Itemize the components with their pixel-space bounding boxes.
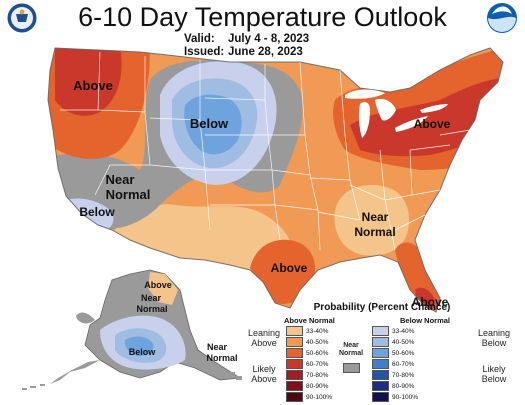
legend-below-row: 80-90%: [372, 381, 414, 391]
legend-leaning-below: Leaning Below: [474, 328, 514, 348]
label-southeast-near: Near: [362, 210, 389, 224]
label-northeast: Above: [414, 117, 451, 131]
legend-above-label: 33-40%: [306, 327, 329, 335]
likely-above-line2: Above: [251, 374, 277, 384]
legend-above-row: 60-70%: [286, 359, 328, 369]
leaning-above-line2: Above: [251, 338, 277, 348]
label-florida: Above: [412, 295, 449, 309]
leaning-below-line1: Leaning: [477, 328, 511, 338]
legend-above-label: 80-90%: [306, 382, 329, 390]
legend-below-label: 80-90%: [392, 382, 415, 390]
likely-above-line1: Likely: [252, 364, 276, 374]
legend-below-header: Below Normal: [400, 316, 451, 325]
valid-value: July 4 - 8, 2023: [228, 33, 310, 45]
legend-above-row: 40-50%: [286, 337, 328, 347]
legend-likely-below: Likely Below: [474, 364, 514, 384]
legend-above-row: 50-60%: [286, 348, 328, 358]
legend-near-normal-swatch: [343, 363, 360, 373]
doc-seal-logo: [6, 2, 38, 34]
issued-value: June 28, 2023: [228, 46, 303, 58]
valid-label: Valid:: [184, 33, 215, 45]
near-normal-line1: Near: [343, 342, 359, 349]
legend-above-header: Above Normal: [284, 316, 335, 325]
legend-below-swatch: [372, 337, 389, 347]
legend-below-swatch: [372, 392, 389, 402]
label-alaska-near1: Near: [141, 293, 162, 303]
legend-above-swatch: [286, 392, 303, 402]
legend-above-label: 60-70%: [306, 360, 329, 368]
legend-near-normal: Near Normal: [336, 342, 366, 358]
legend-above-label: 40-50%: [306, 338, 329, 346]
legend-above-swatch: [286, 337, 303, 347]
legend-above-swatch: [286, 370, 303, 380]
alaska-shading: [22, 269, 242, 390]
legend-above-label: 90-100%: [306, 393, 333, 401]
label-alaska-normal1: Normal: [136, 304, 167, 314]
legend-below-row: 50-60%: [372, 348, 414, 358]
label-great-basin-near: Near: [106, 172, 135, 187]
label-southeast-normal: Normal: [354, 225, 395, 239]
label-alaska-below: Below: [129, 347, 157, 357]
legend-above-swatch: [286, 326, 303, 336]
legend-above-swatch: [286, 348, 303, 358]
region-labels: Above Below Near Normal Below Above Near…: [73, 78, 451, 363]
leaning-below-line2: Below: [481, 338, 507, 348]
label-great-basin-normal: Normal: [106, 187, 151, 202]
label-alaska-north: Above: [144, 280, 172, 290]
legend: Probability (Percent Chance) Above Norma…: [242, 300, 525, 405]
leaning-above-line1: Leaning: [247, 328, 281, 338]
legend-below-swatch: [372, 370, 389, 380]
valid-line: Valid: July 4 - 8, 2023: [184, 33, 309, 45]
legend-below-row: 90-100%: [372, 392, 418, 402]
legend-below-label: 33-40%: [392, 327, 415, 335]
legend-above-row: 80-90%: [286, 381, 328, 391]
label-alaska-near2: Near: [207, 342, 228, 352]
legend-below-label: 90-100%: [392, 393, 419, 401]
legend-below-swatch: [372, 381, 389, 391]
label-texas: Above: [271, 261, 308, 275]
legend-above-row: 70-80%: [286, 370, 328, 380]
state-boundaries: [47, 47, 504, 313]
legend-above-row: 90-100%: [286, 392, 332, 402]
legend-above-label: 70-80%: [306, 371, 329, 379]
issued-line: Issued: June 28, 2023: [184, 46, 303, 58]
page-title: 6-10 Day Temperature Outlook: [78, 2, 447, 32]
label-alaska-normal2: Normal: [206, 353, 237, 363]
legend-below-row: 40-50%: [372, 337, 414, 347]
legend-above-swatch: [286, 359, 303, 369]
likely-below-line2: Below: [481, 374, 507, 384]
great-lakes: [345, 89, 448, 138]
label-northwest: Above: [73, 78, 113, 93]
legend-leaning-above: Leaning Above: [244, 328, 284, 348]
legend-below-row: 60-70%: [372, 359, 414, 369]
issued-label: Issued:: [184, 46, 225, 58]
legend-likely-above: Likely Above: [244, 364, 284, 384]
likely-below-line1: Likely: [482, 364, 506, 374]
legend-below-row: 33-40%: [372, 326, 414, 336]
legend-above-swatch: [286, 381, 303, 391]
label-northern-plains: Below: [190, 116, 229, 131]
legend-above-label: 50-60%: [306, 349, 329, 357]
legend-below-swatch: [372, 359, 389, 369]
legend-below-label: 50-60%: [392, 349, 415, 357]
legend-title: Probability (Percent Chance): [313, 302, 451, 313]
legend-below-label: 70-80%: [392, 371, 415, 379]
noaa-logo: [487, 3, 517, 33]
near-normal-line2: Normal: [338, 350, 364, 357]
legend-below-swatch: [372, 326, 389, 336]
legend-above-row: 33-40%: [286, 326, 328, 336]
legend-below-swatch: [372, 348, 389, 358]
label-california: Below: [79, 205, 115, 219]
legend-below-label: 60-70%: [392, 360, 415, 368]
legend-below-row: 70-80%: [372, 370, 414, 380]
legend-below-label: 40-50%: [392, 338, 415, 346]
